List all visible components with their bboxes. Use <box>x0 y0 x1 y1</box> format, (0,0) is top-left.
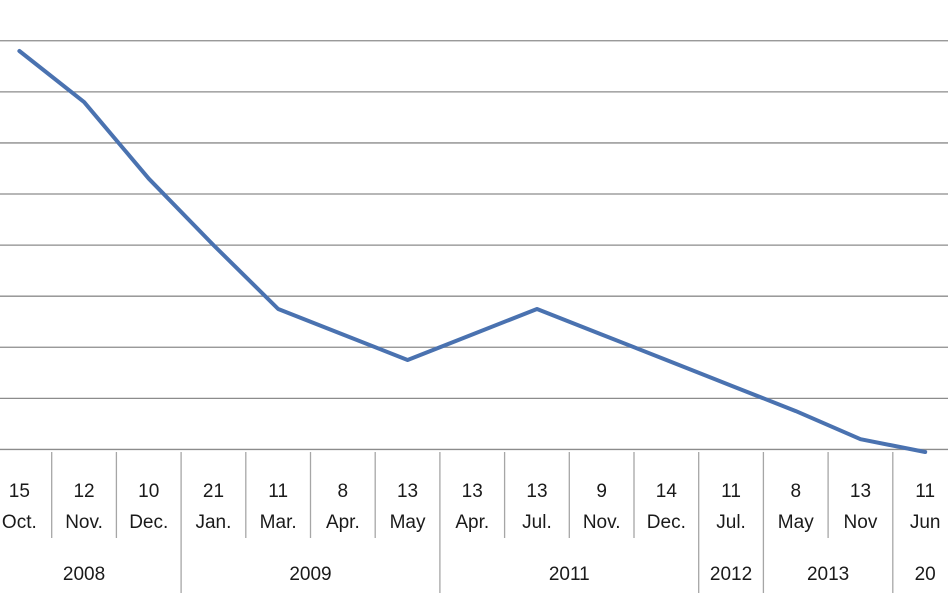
tick-label-day: 11 <box>915 481 935 502</box>
tick-label-day: 12 <box>73 481 94 502</box>
tick-label-day: 13 <box>462 481 483 502</box>
tick-label-day: 8 <box>338 481 349 502</box>
tick-label-day: 15 <box>9 481 30 502</box>
year-label: 2009 <box>289 564 331 585</box>
tick-label-month: Nov. <box>583 512 621 533</box>
tick-label-day: 11 <box>721 481 741 502</box>
category-axis: 2008 2009 2011 2012 2013 20 15 Oct. 12 Nov. 10 Dec.… <box>2 452 941 593</box>
tick-label-month: May <box>390 512 426 533</box>
gridlines <box>0 40 948 451</box>
tick-label-day: 8 <box>790 481 801 502</box>
tick-label-month: Apr. <box>326 512 360 533</box>
tick-label-month: Apr. <box>455 512 489 533</box>
tick-label-month: Mar. <box>260 512 297 533</box>
tick-label-month: Jan. <box>195 512 231 533</box>
year-label: 2008 <box>63 564 105 585</box>
tick-label-month: Nov <box>844 512 878 533</box>
tick-label-day: 10 <box>138 481 159 502</box>
tick-label-day: 13 <box>526 481 547 502</box>
series-layer <box>17 49 928 454</box>
year-label: 20 <box>915 564 936 585</box>
tick-label-day: 9 <box>596 481 607 502</box>
tick-label-day: 14 <box>656 481 678 502</box>
tick-label-day: 13 <box>397 481 418 502</box>
year-label: 2012 <box>710 564 752 585</box>
tick-label-month: Jun <box>910 512 941 533</box>
tick-label-month: May <box>778 512 814 533</box>
series-line <box>17 49 928 454</box>
tick-label-month: Dec. <box>129 512 168 533</box>
tick-label-month: Dec. <box>647 512 686 533</box>
year-label: 2013 <box>807 564 849 585</box>
tick-label-month: Jul. <box>522 512 552 533</box>
tick-label-month: Oct. <box>2 512 37 533</box>
tick-label-month: Jul. <box>716 512 746 533</box>
year-label: 2011 <box>549 564 590 585</box>
tick-label-month: Nov. <box>65 512 103 533</box>
tick-label-day: 21 <box>203 481 224 502</box>
tick-label-day: 13 <box>850 481 871 502</box>
tick-label-day: 11 <box>268 481 288 502</box>
